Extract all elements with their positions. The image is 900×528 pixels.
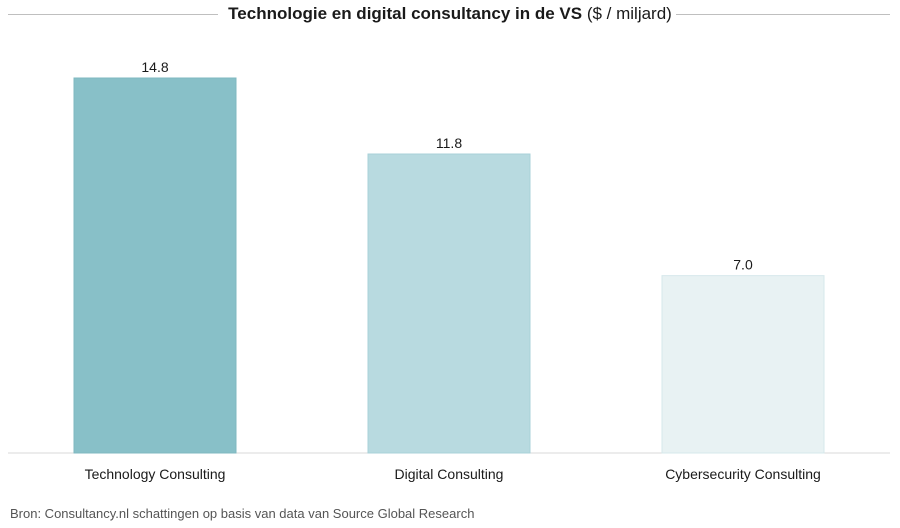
title-rule-right [676, 14, 890, 15]
bar-digital-consulting [367, 153, 531, 454]
category-label-digital-consulting: Digital Consulting [395, 466, 504, 482]
chart-title-main: Technologie en digital consultancy in de… [228, 4, 583, 23]
category-label-technology-consulting: Technology Consulting [85, 466, 226, 482]
value-labels-group: 14.8 11.8 7.0 [141, 59, 753, 273]
bar-technology-consulting [73, 77, 237, 454]
category-labels-group: Technology Consulting Digital Consulting C… [85, 466, 821, 482]
value-label-cybersecurity-consulting: 7.0 [733, 257, 753, 273]
chart-title: Technologie en digital consultancy in de… [0, 4, 900, 24]
bar-cybersecurity-consulting [661, 275, 825, 454]
source-note: Bron: Consultancy.nl schattingen op basi… [10, 506, 475, 521]
value-label-digital-consulting: 11.8 [436, 135, 462, 151]
value-label-technology-consulting: 14.8 [141, 59, 168, 75]
chart-title-bar: Technologie en digital consultancy in de… [0, 0, 900, 30]
bars-group [73, 77, 825, 454]
category-label-cybersecurity-consulting: Cybersecurity Consulting [665, 466, 821, 482]
title-rule-left [8, 14, 218, 15]
chart-title-unit: ($ / miljard) [586, 4, 672, 23]
